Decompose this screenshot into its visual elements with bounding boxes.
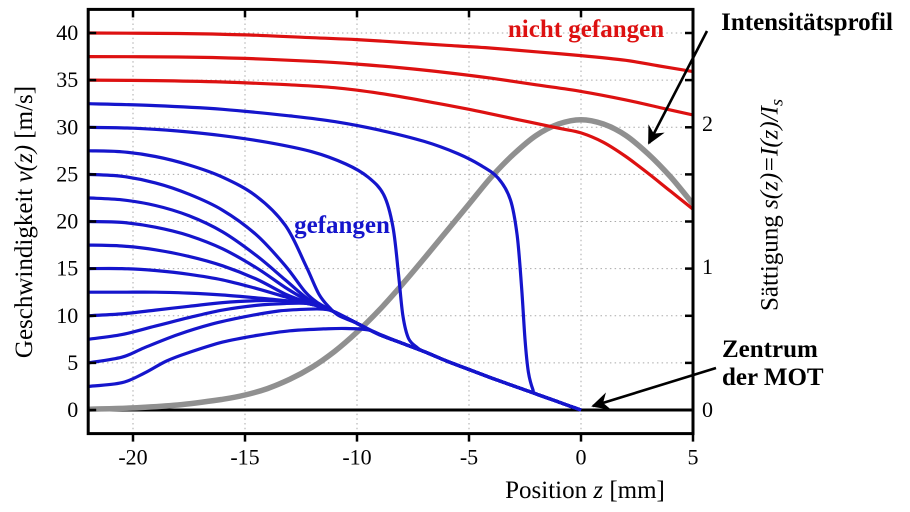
x-tick-label: -5 [460,445,478,470]
y-left-tick-label: 30 [56,114,78,139]
annotation-nicht-gefangen-text: nicht gefangen [507,16,665,43]
trapped-v0-2.5 [88,326,582,412]
tick-marks [88,9,695,442]
xlabel-symbol: z [593,477,604,504]
x-axis-label: Position z [mm] [505,477,665,505]
ylabel-left-text: Geschwindigkeit [11,182,38,359]
xlabel-text: Position [505,477,594,504]
annotation-intensitaetsprofil: Intensitätsprofil [721,9,893,37]
annotation-gefangen: gefangen [294,212,390,240]
trapped-v0-7.5 [88,301,582,412]
y-right-tick-label: 1 [702,254,713,279]
y-left-tick-label: 40 [56,20,78,45]
x-tick-label: -20 [118,445,147,470]
intensity-arrow [647,30,709,145]
not-trapped-v0-40 [88,31,693,74]
y-right-tick-label: 0 [702,397,713,422]
ylabel-right-text: Sättigung [756,208,784,312]
annotation-intensitaetsprofil-text: Intensitätsprofil [721,9,893,36]
y-left-tick-label: 10 [56,303,78,328]
y-right-tick-label: 2 [702,111,713,136]
curves [88,31,693,413]
ylabel-right-subscript: s [766,98,787,106]
ylabel-left-symbol: v(z) [11,144,38,183]
trapped-v0-32.5 [88,102,582,412]
annotation-nicht-gefangen: nicht gefangen [508,16,664,44]
y-left-tick-label: 35 [56,67,78,92]
ylabel-right-formula: s(z)=I(z)/I [756,105,784,209]
annotation-zentrum-der-mot: Zentrum der MOT [722,336,824,392]
x-tick-label: 0 [576,445,587,470]
not-trapped-v0-35 [88,78,693,211]
x-tick-label: -10 [342,445,371,470]
xlabel-unit: [mm] [603,477,665,504]
y-left-tick-label: 20 [56,209,78,234]
gridlines [88,9,693,434]
trapped-v0-10 [88,298,582,412]
y-axis-label-right: Sättigung s(z)=I(z)/Is [756,99,787,311]
y-left-tick-label: 25 [56,161,78,186]
x-tick-label: -15 [230,445,259,470]
annotation-zentrum-line1: Zentrum [722,336,818,363]
y-left-tick-label: 0 [67,397,78,422]
x-tick-label: 5 [688,445,699,470]
y-left-tick-label: 15 [56,256,78,281]
mot-center-arrow [591,366,717,410]
annotation-gefangen-text: gefangen [294,212,390,239]
ylabel-left-unit: [m/s] [11,85,38,145]
y-left-tick-label: 5 [67,350,78,375]
not-trapped-v0-37.5 [88,55,693,117]
intensity-profile [88,116,693,413]
y-axis-label-left: Geschwindigkeit v(z) [m/s] [11,86,39,358]
annotation-zentrum-line2: der MOT [722,364,824,391]
